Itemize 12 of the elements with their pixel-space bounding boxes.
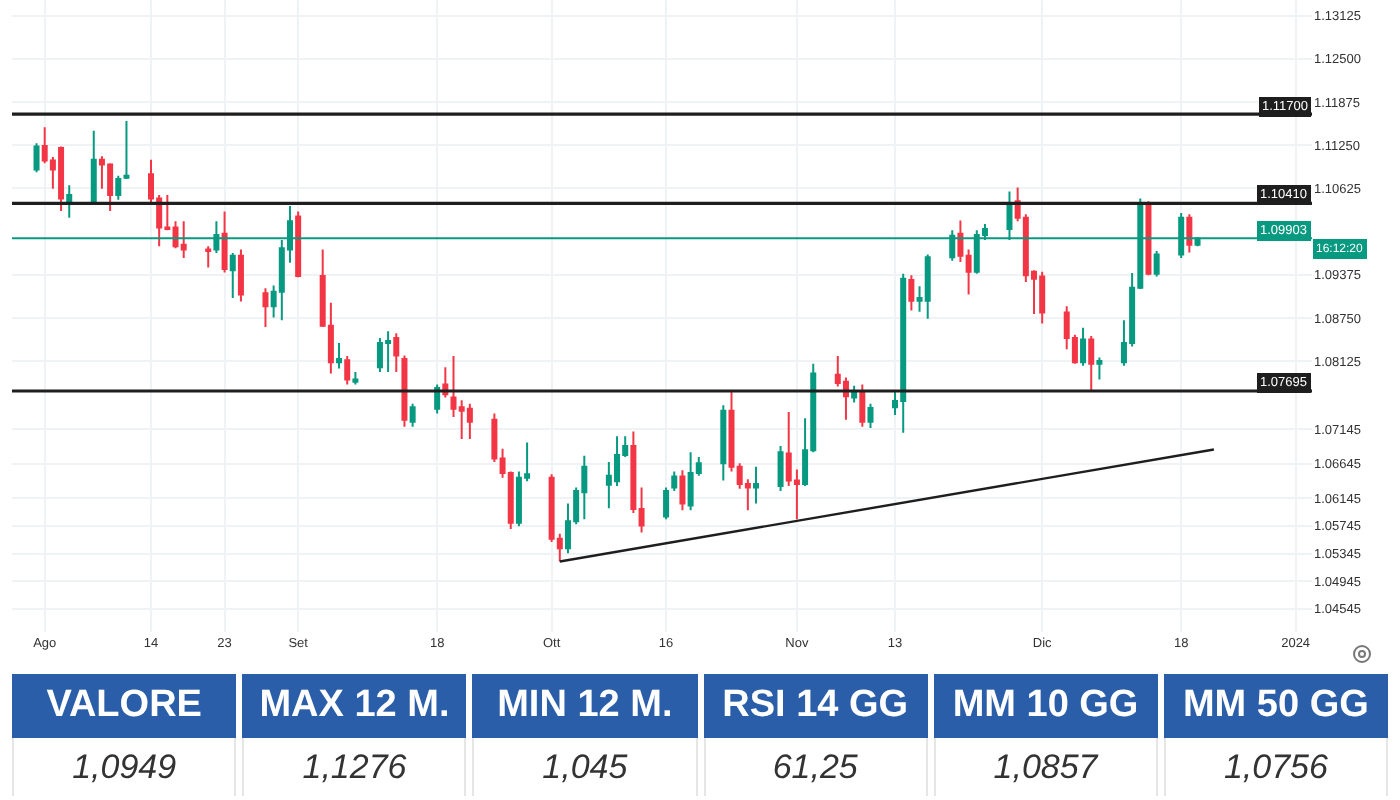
text: 1,0949 [72, 747, 177, 785]
category-label: MM 50 GG [1163, 674, 1389, 738]
text: 1,0756 [1223, 747, 1328, 785]
text: 1,1276 [302, 747, 407, 785]
category-label: MM 10 GG [933, 674, 1158, 738]
category-label: RSI 14 GG [703, 674, 928, 738]
text: 61,25 [772, 747, 858, 785]
category-label: MAX 12 M. [242, 674, 467, 738]
category-label: MIN 12 M. [472, 674, 698, 738]
category-label: VALORE [12, 674, 237, 738]
text: 1,045 [542, 747, 628, 785]
text: 1,0857 [993, 747, 1098, 785]
